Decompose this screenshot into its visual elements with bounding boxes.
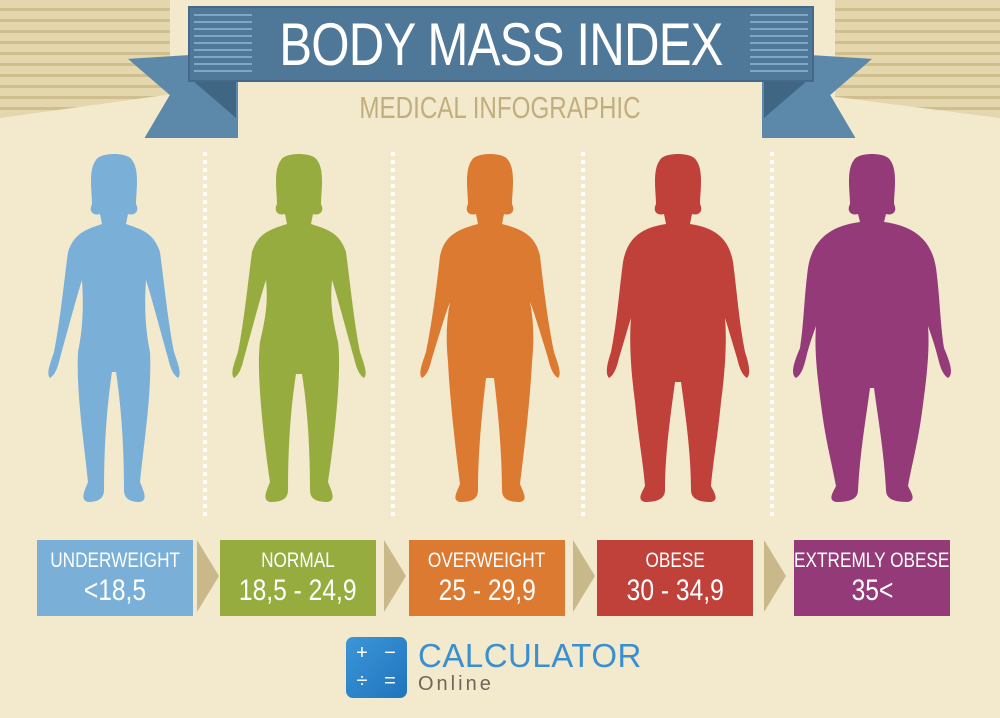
category-range: 30 - 34,9 <box>626 574 724 607</box>
category-range: 25 - 29,9 <box>438 574 536 607</box>
divider <box>391 152 395 517</box>
calculator-icon: + − ÷ = <box>346 637 407 698</box>
category-name: NORMAL <box>261 549 335 572</box>
page-subtitle: MEDICAL INFOGRAPHIC <box>359 90 641 125</box>
category-obese: OBESE 30 - 34,9 <box>597 540 753 616</box>
female-silhouette-normal-icon <box>228 152 370 520</box>
arrow-right-icon <box>384 540 406 612</box>
female-silhouette-extremely-obese-icon <box>790 152 954 520</box>
category-extremely-obese: EXTREMLY OBESE 35< <box>794 540 950 616</box>
logo-main-text: CALCULATOR <box>418 637 642 674</box>
calculator-online-logo[interactable]: + − ÷ = CALCULATOR Online <box>346 637 642 698</box>
divide-icon: ÷ <box>356 670 368 692</box>
divider <box>581 152 585 517</box>
category-range: 18,5 - 24,9 <box>239 574 357 607</box>
female-silhouette-overweight-icon <box>416 152 564 520</box>
equals-icon: = <box>384 670 396 692</box>
female-silhouette-obese-icon <box>605 152 751 520</box>
arrow-right-icon <box>764 540 786 612</box>
category-normal: NORMAL 18,5 - 24,9 <box>220 540 376 616</box>
logo-sub-text: Online <box>418 673 494 695</box>
category-underweight: UNDERWEIGHT <18,5 <box>37 540 193 616</box>
category-range: 35< <box>851 574 893 607</box>
category-overweight: OVERWEIGHT 25 - 29,9 <box>409 540 565 616</box>
ribbon-lines-left <box>194 14 252 76</box>
divider <box>770 152 774 517</box>
divider <box>203 152 207 517</box>
arrow-right-icon <box>197 540 219 612</box>
category-name: UNDERWEIGHT <box>50 549 180 572</box>
ribbon-lines-right <box>750 14 808 76</box>
minus-icon: − <box>384 642 396 664</box>
category-name: OVERWEIGHT <box>428 549 546 572</box>
category-range: <18,5 <box>83 574 147 607</box>
category-name: EXTREMLY OBESE <box>794 549 950 572</box>
plus-icon: + <box>356 642 368 664</box>
arrow-right-icon <box>573 540 595 612</box>
female-silhouette-slim-icon <box>44 152 184 520</box>
category-name: OBESE <box>645 549 705 572</box>
page-title: BODY MASS INDEX <box>279 11 723 78</box>
logo-text: CALCULATOR Online <box>418 637 642 696</box>
title-ribbon: BODY MASS INDEX <box>188 6 814 82</box>
